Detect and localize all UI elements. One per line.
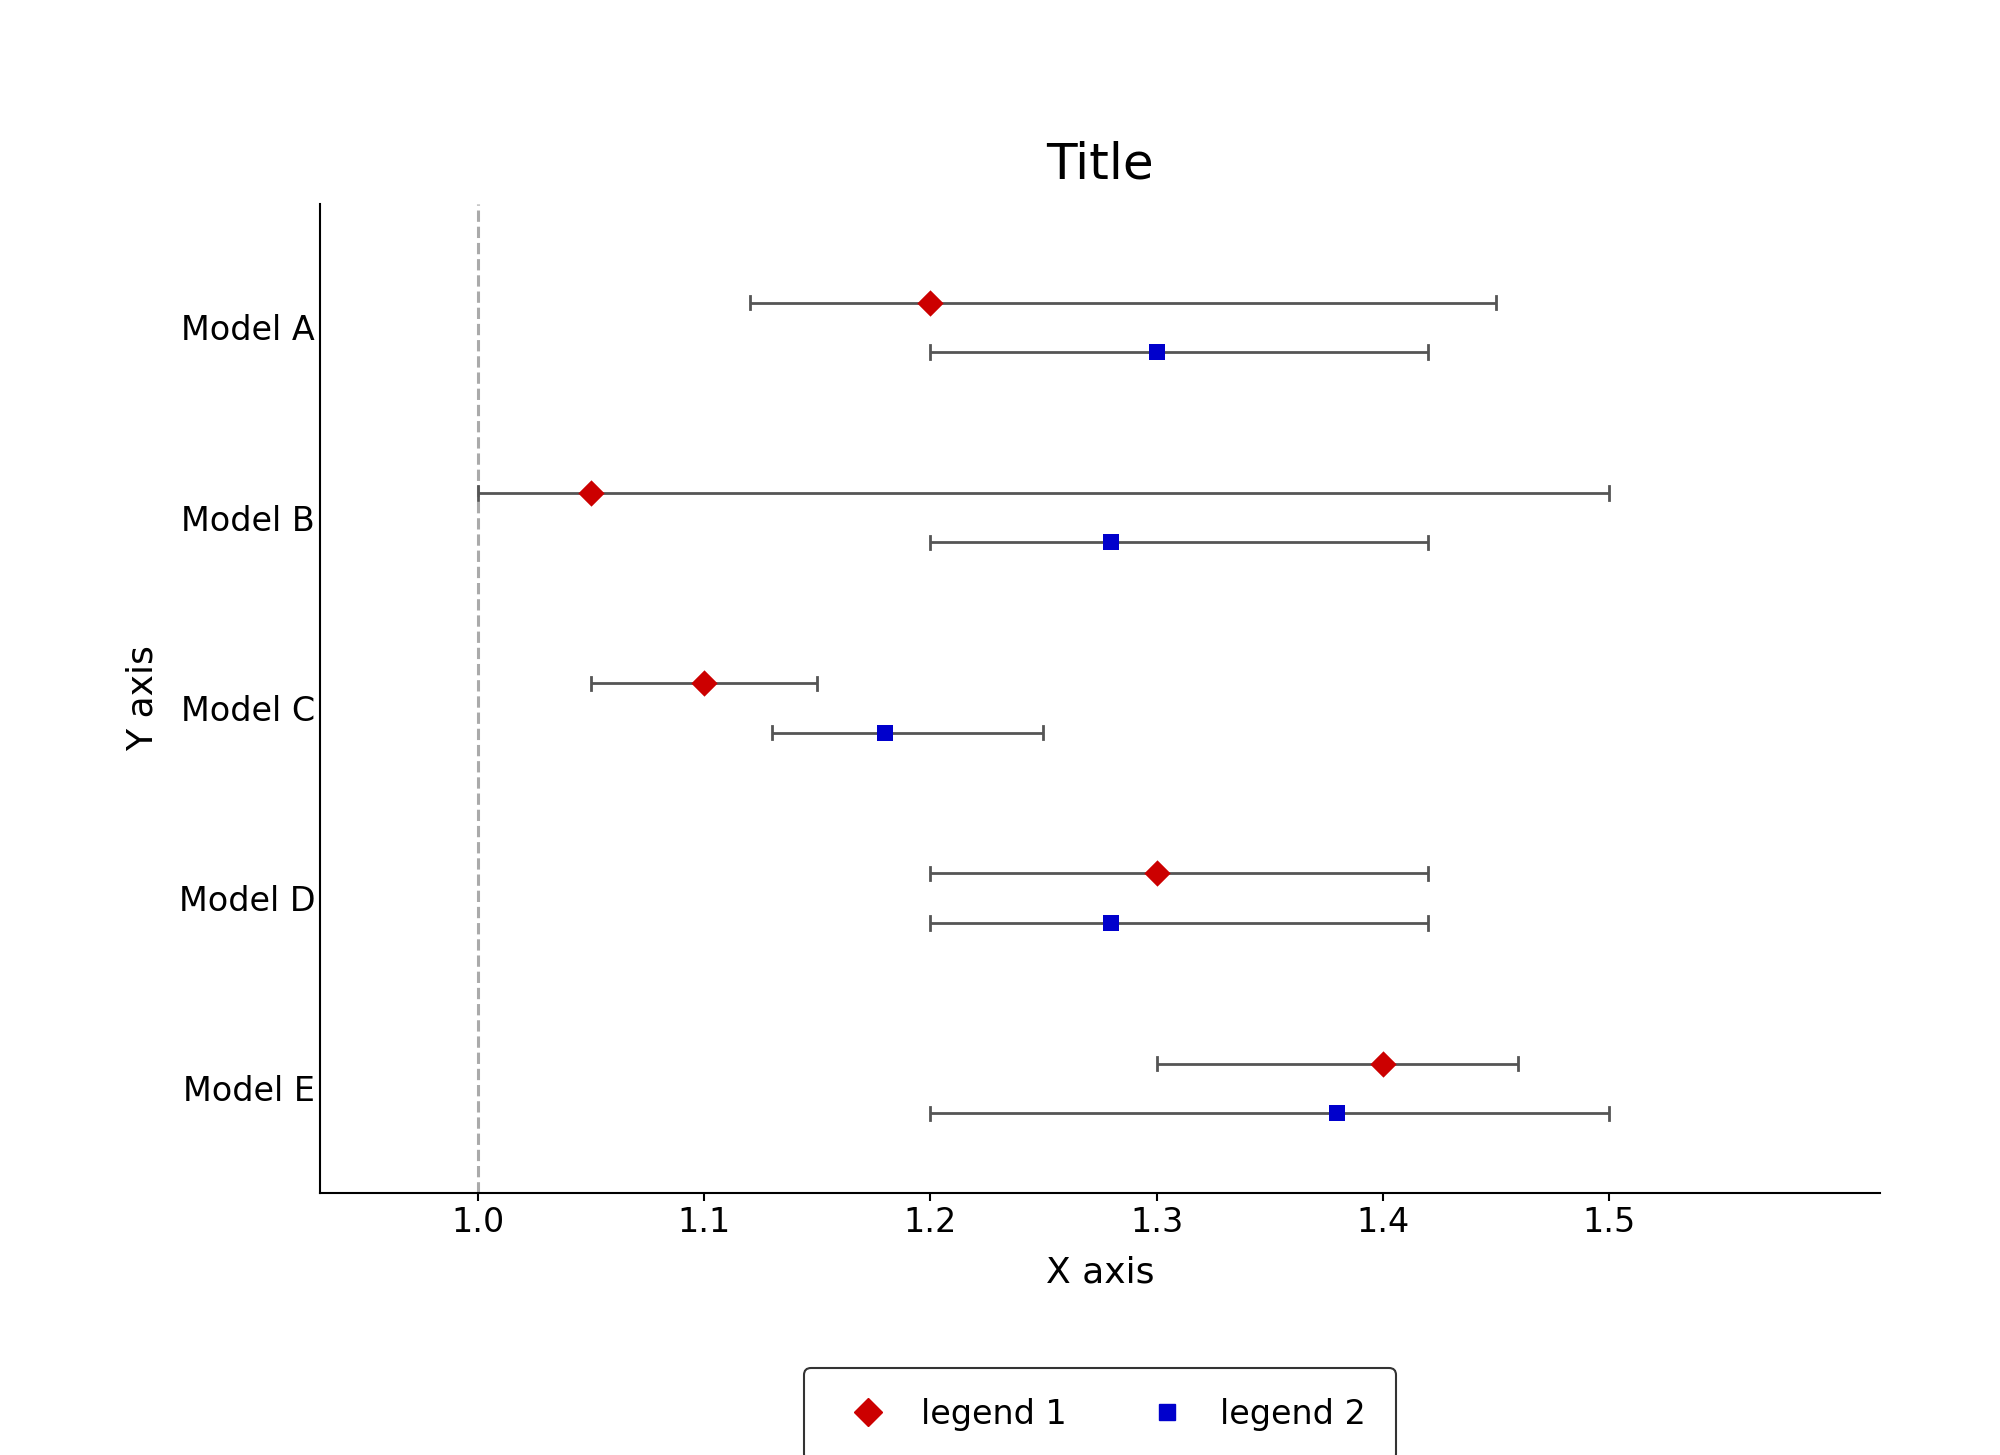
- Point: [1096, 911, 1128, 934]
- Title: Title: Title: [1046, 141, 1154, 189]
- Point: [1322, 1101, 1354, 1125]
- X-axis label: X axis: X axis: [1046, 1256, 1154, 1291]
- Point: [870, 722, 902, 745]
- Point: [1096, 531, 1128, 554]
- Point: [1366, 1052, 1398, 1075]
- Point: [1140, 340, 1172, 364]
- Point: [1140, 861, 1172, 885]
- Legend: legend 1, legend 2: legend 1, legend 2: [804, 1368, 1396, 1455]
- Point: [576, 482, 608, 505]
- Point: [914, 291, 946, 314]
- Y-axis label: Y axis: Y axis: [126, 646, 160, 751]
- Point: [688, 672, 720, 695]
